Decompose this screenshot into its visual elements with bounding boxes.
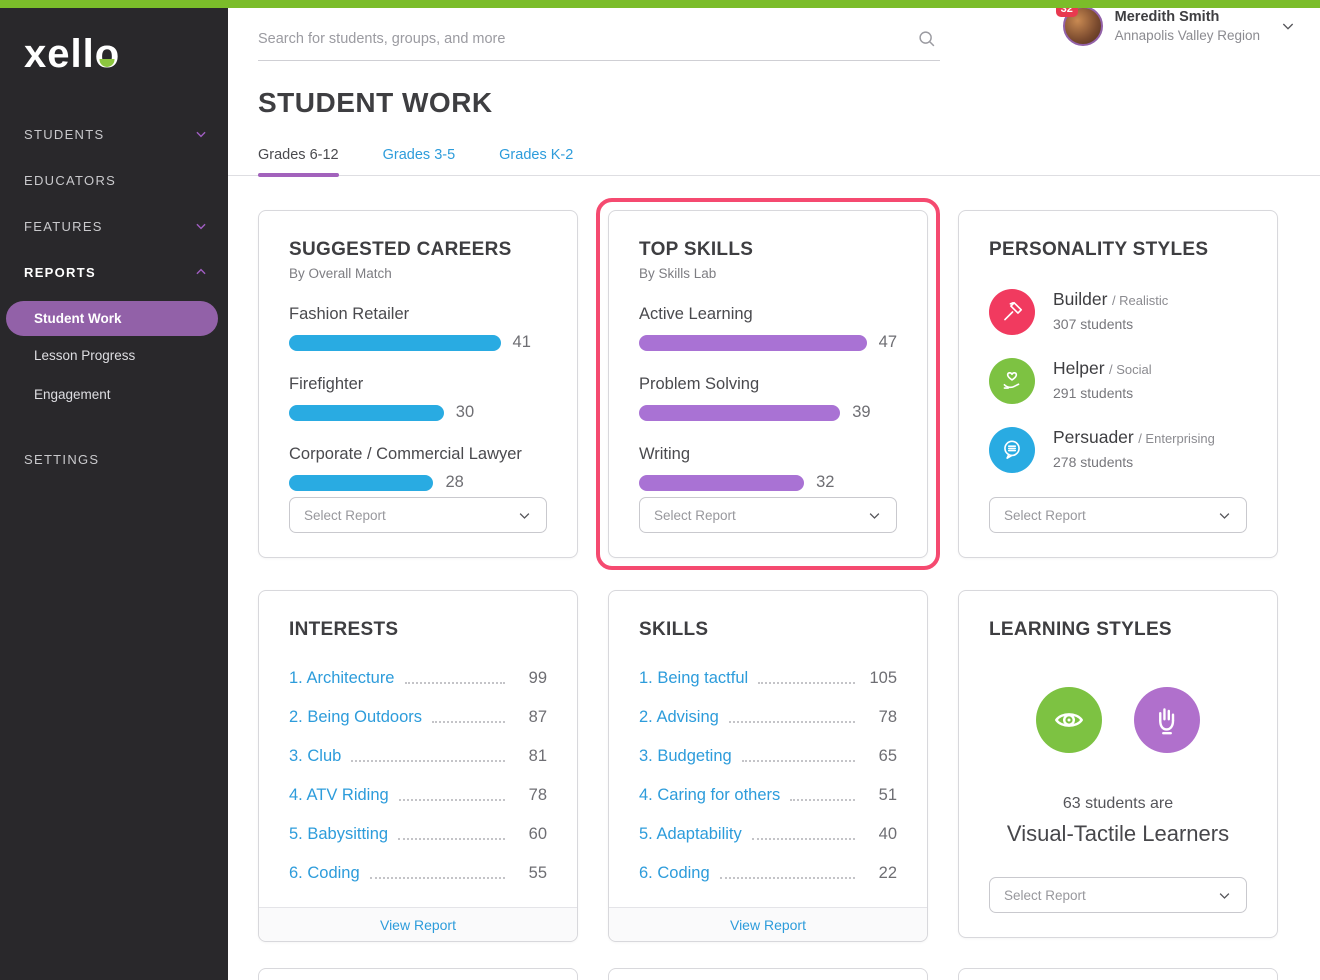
bar-row: Firefighter 30 (289, 375, 475, 421)
bar (639, 474, 805, 491)
sidebar-item-student-work-active[interactable]: Student Work (6, 301, 218, 336)
bar (289, 474, 434, 491)
hand-icon (1159, 708, 1175, 735)
sidebar-item-settings[interactable]: SETTINGS (24, 451, 100, 467)
card-subtitle: By Skills Lab (639, 266, 717, 281)
list-item: 1. Being tactful 105 (639, 669, 897, 687)
chevron-down-icon (869, 512, 880, 519)
card-title: PERSONALITY STYLES (989, 239, 1209, 260)
sidebar-item-students[interactable]: STUDENTS (0, 111, 228, 157)
bar (289, 334, 501, 351)
chevron-down-icon (196, 131, 206, 138)
page-title: STUDENT WORK (258, 87, 493, 118)
list-item: 5. Babysitting 60 (289, 825, 547, 843)
list-item: 2. Being Outdoors 87 (289, 708, 547, 726)
bar-row: Problem Solving 39 (639, 375, 871, 421)
avatar: 32 (1055, 1, 1103, 46)
heart-in-hand-icon (1003, 372, 1020, 389)
search-bar (258, 22, 940, 61)
chevron-down-icon (1219, 512, 1230, 519)
select-report-dropdown[interactable]: Select Report (639, 497, 897, 533)
select-report-dropdown[interactable]: Select Report (989, 877, 1247, 913)
skills-card: SKILLS 1. Being tactful 105 2. Advising 78… (608, 590, 928, 942)
sidebar-item-features[interactable]: FEATURES (0, 203, 228, 249)
view-report-link[interactable]: View Report (609, 907, 927, 941)
card-title: SKILLS (639, 619, 709, 640)
eye-icon (1055, 713, 1083, 727)
search-input[interactable] (258, 31, 888, 47)
xello-logo[interactable]: xelloxello (24, 32, 121, 76)
brand-top-bar (0, 0, 1320, 8)
bar (289, 404, 444, 421)
user-region: Annapolis Valley Region (1114, 28, 1260, 43)
personality-row: Persuader / Enterprising 278 students (989, 427, 1247, 473)
user-menu[interactable]: 32 Meredith Smith Annapolis Valley Regio… (1055, 1, 1296, 46)
list-item: 4. Caring for others 51 (639, 786, 897, 804)
tab-grades-k-2[interactable]: Grades K-2 (499, 147, 574, 163)
search-icon[interactable] (916, 28, 938, 50)
grade-tabs: Grades 6-12 Grades 3-5 Grades K-2 (228, 147, 1320, 177)
list-item: 3. Budgeting 65 (639, 747, 897, 765)
list-item: 2. Advising 78 (639, 708, 897, 726)
speech-bubble-icon (1004, 440, 1020, 459)
tab-grades-6-12[interactable]: Grades 6-12 (258, 147, 339, 177)
list-item: 1. Architecture 99 (289, 669, 547, 687)
list-item: 5. Adaptability 40 (639, 825, 897, 843)
card-title: TOP SKILLS (639, 239, 754, 260)
sidebar-item-educators[interactable]: EDUCATORS (24, 172, 117, 188)
chevron-up-icon (196, 268, 206, 275)
bar-row: Writing 32 (639, 445, 835, 491)
user-name: Meredith Smith (1114, 9, 1220, 25)
persuader-circle (989, 427, 1035, 473)
interests-card: INTERESTS 1. Architecture 99 2. Being Out… (258, 590, 578, 942)
list-item: 6. Coding 55 (289, 864, 547, 882)
hammer-icon (1004, 301, 1023, 321)
sidebar-item-engagement[interactable]: Engagement (34, 387, 111, 402)
personality-row: Helper / Social 291 students (989, 358, 1247, 404)
bar (639, 404, 841, 421)
list-item: 6. Coding 22 (639, 864, 897, 882)
card-subtitle: By Overall Match (289, 266, 392, 281)
personality-row: Builder / Realistic 307 students (989, 289, 1247, 335)
chevron-down-icon (519, 512, 530, 519)
bar-row: Corporate / Commercial Lawyer 28 (289, 445, 522, 491)
bar-row: Fashion Retailer 41 (289, 305, 531, 351)
visual-circle (1036, 687, 1102, 753)
sidebar-item-lesson-progress[interactable]: Lesson Progress (34, 348, 136, 363)
card-title: INTERESTS (289, 619, 399, 640)
main-content: 32 Meredith Smith Annapolis Valley Regio… (228, 0, 1320, 980)
helper-circle (989, 358, 1035, 404)
tactile-circle (1134, 687, 1200, 753)
chevron-down-icon (1282, 23, 1294, 30)
partial-card (608, 968, 928, 980)
builder-circle (989, 289, 1035, 335)
chevron-down-icon (1219, 892, 1230, 899)
chevron-down-icon (196, 223, 206, 230)
personality-styles-card: PERSONALITY STYLES Builder / Realistic 3… (958, 210, 1278, 558)
select-report-dropdown[interactable]: Select Report (989, 497, 1247, 533)
bar (639, 334, 867, 351)
list-item: 3. Club 81 (289, 747, 547, 765)
bar-row: Active Learning 47 (639, 305, 897, 351)
sidebar-item-reports[interactable]: REPORTS (0, 249, 228, 295)
suggested-careers-card: SUGGESTED CAREERS By Overall Match Fashi… (258, 210, 578, 558)
list-item: 4. ATV Riding 78 (289, 786, 547, 804)
partial-card (958, 968, 1278, 980)
tab-grades-3-5[interactable]: Grades 3-5 (382, 147, 456, 163)
top-skills-card: TOP SKILLS By Skills Lab Active Learning… (608, 210, 928, 558)
sidebar: xelloxello STUDENTS EDUCATORS FEATURES R… (0, 8, 228, 980)
card-title: SUGGESTED CAREERS (289, 239, 512, 260)
card-title: LEARNING STYLES (989, 619, 1172, 640)
partial-card (258, 968, 578, 980)
learning-style-count: 63 students are (1062, 795, 1174, 812)
learning-styles-card: LEARNING STYLES 63 students are Visual-T… (958, 590, 1278, 938)
learning-style-name: Visual-Tactile Learners (1006, 821, 1230, 846)
view-report-link[interactable]: View Report (259, 907, 577, 941)
select-report-dropdown[interactable]: Select Report (289, 497, 547, 533)
